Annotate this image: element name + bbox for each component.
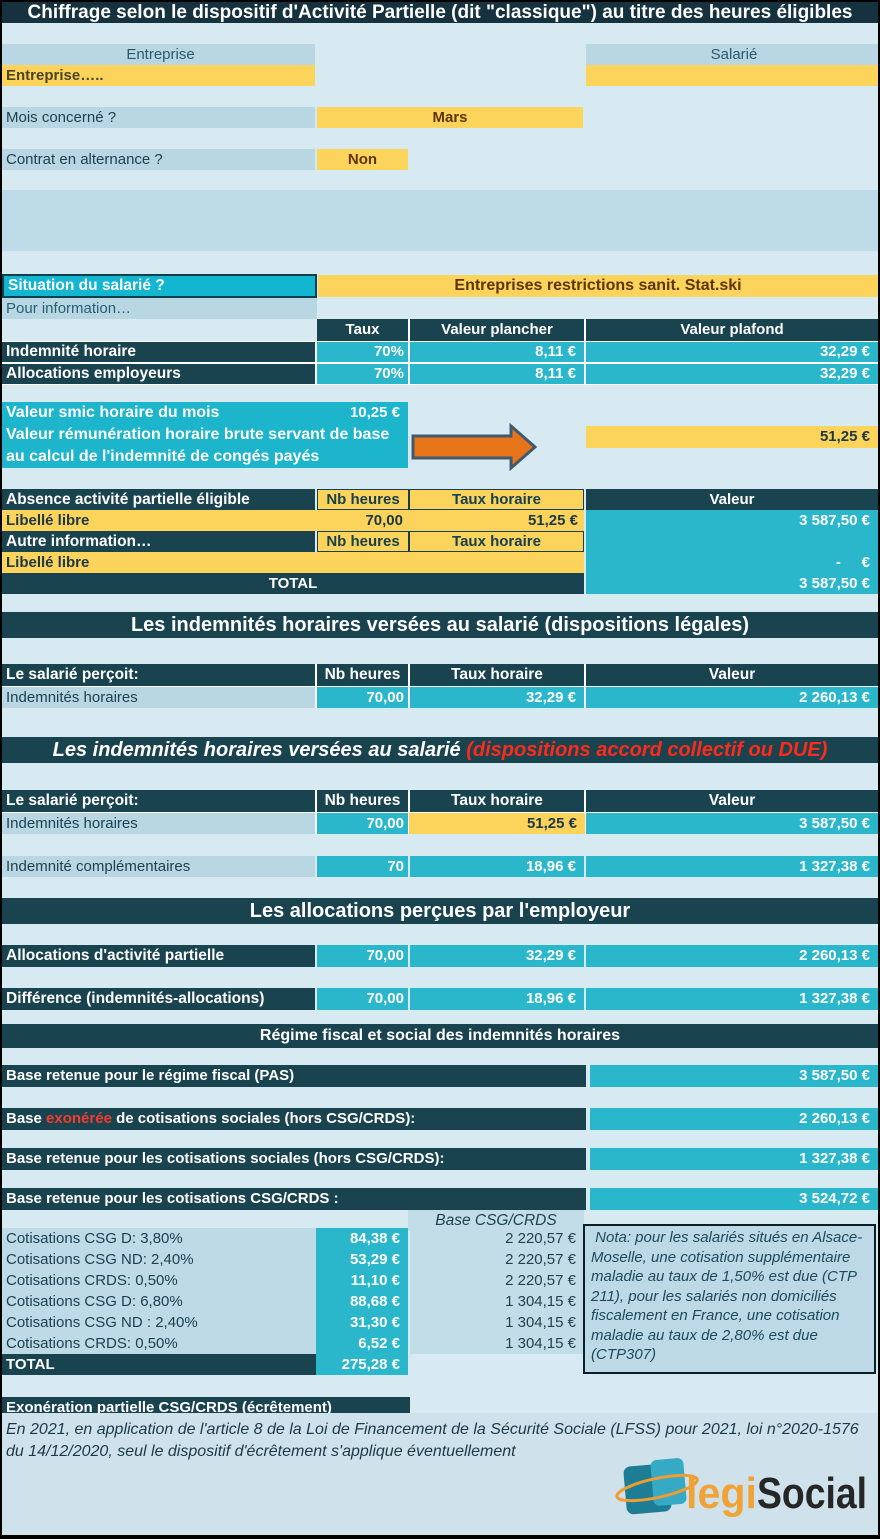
- svg-text:Social: Social: [757, 1469, 867, 1518]
- svg-text:legi: legi: [686, 1469, 757, 1518]
